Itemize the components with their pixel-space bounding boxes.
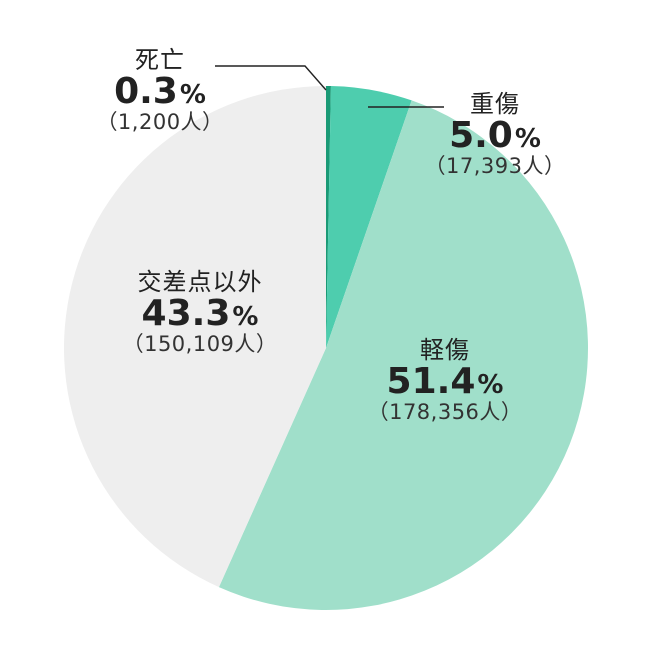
slice-non-intersection <box>64 86 326 588</box>
slice-name-death: 死亡 <box>135 46 185 74</box>
slice-serious-injury <box>326 86 412 349</box>
leader-line-death <box>215 65 327 91</box>
pie-slices <box>64 86 589 611</box>
slice-percent-serious-injury: 5.0% <box>449 115 541 157</box>
slice-percent-minor-injury: 51.4% <box>386 361 504 403</box>
slice-death <box>326 86 331 348</box>
label-death: 死亡 0.3% （1,200人） <box>80 46 240 134</box>
slice-name-serious-injury: 重傷 <box>470 90 520 118</box>
slice-count-serious-injury: （17,393人） <box>424 153 566 178</box>
slice-percent-non-intersection: 43.3% <box>141 293 259 335</box>
slice-count-death: （1,200人） <box>96 109 224 134</box>
label-non-intersection: 交差点以外 43.3% （150,109人） <box>100 268 300 356</box>
slice-count-minor-injury: （178,356人） <box>367 399 523 424</box>
label-minor-injury: 軽傷 51.4% （178,356人） <box>345 336 545 424</box>
label-serious-injury: 重傷 5.0% （17,393人） <box>400 90 590 178</box>
slice-count-non-intersection: （150,109人） <box>122 331 278 356</box>
slice-percent-death: 0.3% <box>114 71 206 113</box>
slice-name-minor-injury: 軽傷 <box>420 336 470 364</box>
slice-name-non-intersection: 交差点以外 <box>137 268 263 296</box>
slice-minor-injury <box>218 100 589 611</box>
